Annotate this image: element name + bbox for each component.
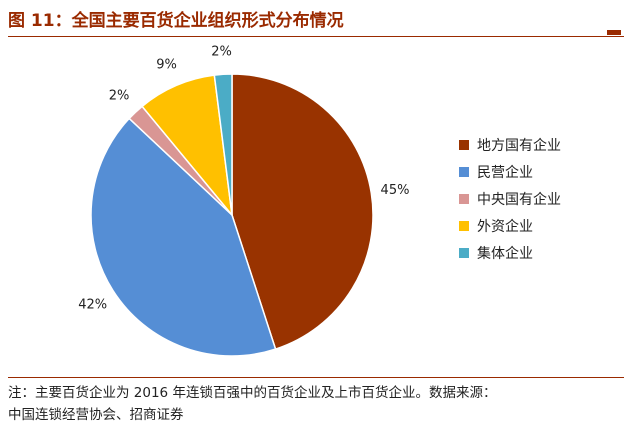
slice-data-label-1: 42% (78, 297, 107, 312)
note-divider (8, 377, 624, 378)
legend-swatch-0 (459, 140, 469, 150)
slice-data-label-2: 2% (109, 89, 130, 104)
note-line-1: 注：主要百货企业为 2016 年连锁百强中的百货企业及上市百货企业。数据来源： (8, 385, 497, 401)
legend-label-2: 中央国有企业 (477, 191, 561, 208)
pie-slice-3 (141, 74, 234, 218)
legend-label-1: 民营企业 (477, 164, 533, 181)
legend-swatch-4 (459, 248, 469, 258)
pie-slice-4 (213, 73, 233, 216)
legend-swatch-1 (459, 167, 469, 177)
note-line-2: 中国连锁经营协会、招商证券 (8, 407, 184, 423)
source-note: 注：主要百货企业为 2016 年连锁百强中的百货企业及上市百货企业。数据来源： … (8, 382, 628, 426)
slice-data-label-4: 2% (211, 44, 232, 59)
pie-slice-1 (90, 117, 277, 357)
slice-data-label-3: 9% (156, 58, 177, 73)
title-divider (8, 36, 624, 37)
chart-figure-title: 图 11：全国主要百货企业组织形式分布情况 (8, 11, 344, 31)
title-accent-mark (607, 30, 621, 35)
legend-label-4: 集体企业 (477, 245, 533, 262)
legend-swatch-3 (459, 221, 469, 231)
legend-label-0: 地方国有企业 (477, 137, 561, 154)
pie-slice-0 (231, 73, 374, 351)
slice-data-label-0: 45% (381, 183, 410, 198)
legend-label-3: 外资企业 (477, 218, 533, 235)
legend-swatch-2 (459, 194, 469, 204)
